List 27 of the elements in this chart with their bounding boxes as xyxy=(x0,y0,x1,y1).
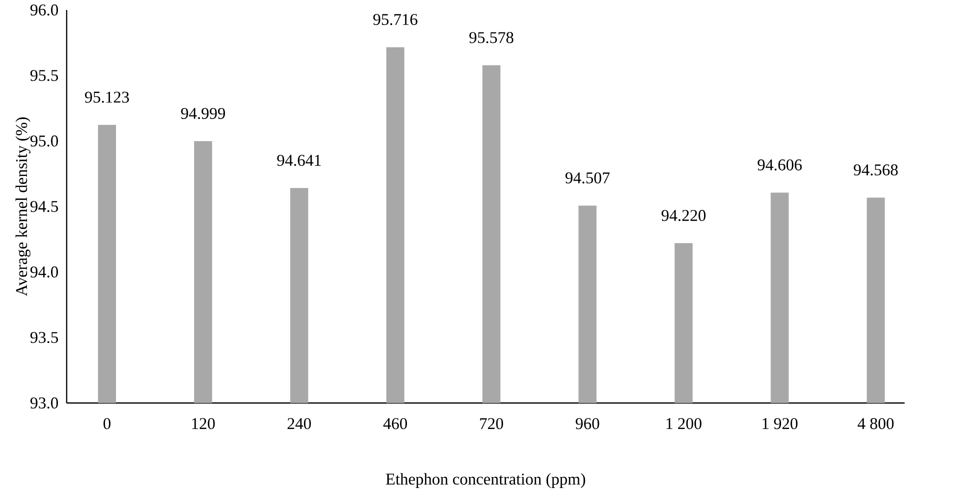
x-tick-label: 1 920 xyxy=(762,418,798,430)
y-tick-label: 96.0 xyxy=(30,4,58,16)
x-tick-label: 120 xyxy=(192,418,215,430)
data-label: 94.568 xyxy=(854,164,898,176)
data-label: 94.220 xyxy=(662,210,706,222)
y-tick-label: 93.0 xyxy=(30,397,58,409)
x-tick-label: 960 xyxy=(576,418,600,430)
x-tick-label: 460 xyxy=(383,418,407,430)
data-label: 94.507 xyxy=(565,172,610,184)
data-label: 94.999 xyxy=(181,108,225,120)
x-tick-label: 240 xyxy=(288,418,311,430)
y-axis-title: Average kernel density (%) xyxy=(16,117,30,296)
y-tick-label: 95.5 xyxy=(30,70,58,82)
data-label: 94.606 xyxy=(758,159,802,171)
y-tick-label: 94.0 xyxy=(30,266,58,278)
x-tick-label: 0 xyxy=(104,418,110,430)
y-tick-label: 95.0 xyxy=(30,135,58,147)
data-label: 95.716 xyxy=(373,14,418,26)
x-tick-label: 1 200 xyxy=(666,418,702,430)
y-tick-label: 93.5 xyxy=(30,332,58,344)
data-label: 95.578 xyxy=(469,32,514,44)
y-tick-label: 94.5 xyxy=(30,200,58,212)
x-tick-label: 720 xyxy=(480,418,504,430)
data-label: 94.641 xyxy=(277,154,321,166)
data-label: 95.123 xyxy=(84,92,129,103)
x-axis-title: Ethephon concentration (ppm) xyxy=(386,473,586,488)
x-tick-label: 4 800 xyxy=(858,418,894,430)
